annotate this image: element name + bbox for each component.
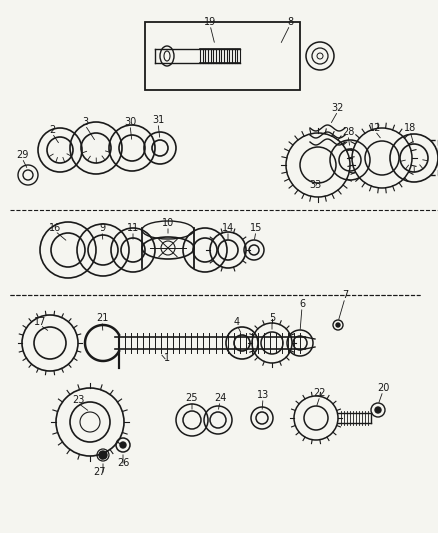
Text: 7: 7 [342, 290, 348, 300]
Text: 11: 11 [127, 223, 139, 233]
Circle shape [120, 442, 126, 448]
Text: 3: 3 [82, 117, 88, 127]
Text: 5: 5 [269, 313, 275, 323]
Bar [145, 22, 300, 90]
Text: 23: 23 [72, 395, 84, 405]
Text: 20: 20 [377, 383, 389, 393]
Circle shape [375, 407, 381, 413]
Text: 19: 19 [204, 17, 216, 27]
Text: 15: 15 [250, 223, 262, 233]
Text: 32: 32 [332, 103, 344, 113]
Text: 33: 33 [309, 180, 321, 190]
Text: 25: 25 [186, 393, 198, 403]
Text: 9: 9 [99, 223, 105, 233]
Text: 10: 10 [162, 218, 174, 228]
Text: 1: 1 [164, 353, 170, 363]
Text: 24: 24 [214, 393, 226, 403]
Text: 12: 12 [369, 123, 381, 133]
Text: 29: 29 [16, 150, 28, 160]
Text: 26: 26 [117, 458, 129, 468]
Text: 2: 2 [49, 125, 55, 135]
Text: 8: 8 [287, 17, 293, 27]
Text: 16: 16 [49, 223, 61, 233]
Text: 18: 18 [404, 123, 416, 133]
Text: 22: 22 [314, 388, 326, 398]
Text: 4: 4 [234, 317, 240, 327]
Text: 28: 28 [342, 127, 354, 137]
Circle shape [99, 451, 107, 459]
Text: 21: 21 [96, 313, 108, 323]
Text: 27: 27 [94, 467, 106, 477]
Text: 14: 14 [222, 223, 234, 233]
Text: 17: 17 [34, 317, 46, 327]
Circle shape [336, 323, 340, 327]
Text: 6: 6 [299, 299, 305, 309]
Text: 31: 31 [152, 115, 164, 125]
Text: 30: 30 [124, 117, 136, 127]
Text: 13: 13 [257, 390, 269, 400]
